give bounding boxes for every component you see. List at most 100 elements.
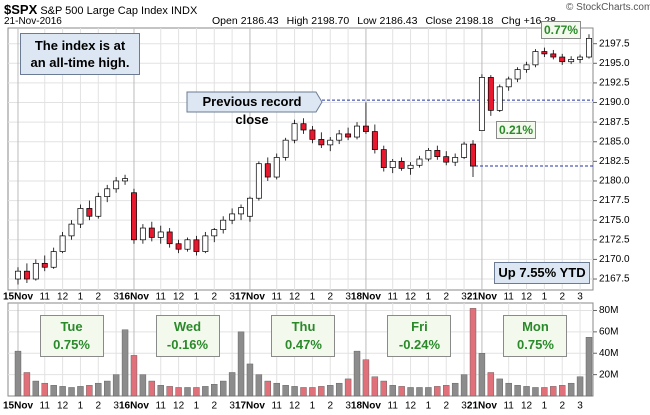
candle-body bbox=[139, 227, 146, 241]
candle-body bbox=[86, 208, 93, 217]
candle-body bbox=[184, 239, 191, 250]
candle-body bbox=[15, 270, 21, 280]
candle-body bbox=[434, 150, 441, 157]
volume-bar bbox=[228, 372, 236, 397]
day-change-box: Mon 0.75% bbox=[503, 315, 568, 357]
volume-bar bbox=[335, 382, 343, 397]
candle-body bbox=[68, 223, 75, 237]
volume-bar bbox=[362, 359, 370, 397]
y-tick-label: 60M bbox=[599, 327, 618, 338]
volume-bar bbox=[41, 382, 48, 397]
volume-bar bbox=[246, 363, 254, 397]
x-tick-label: 2 bbox=[559, 401, 565, 412]
x-tick-label: 2 bbox=[211, 401, 217, 412]
annotation-ytd: Up 7.55% YTD bbox=[494, 262, 590, 284]
x-tick-label: 3 bbox=[345, 401, 351, 412]
candle-body bbox=[452, 157, 459, 163]
y-tick-label: 2167.5 bbox=[599, 274, 630, 285]
candle-body bbox=[461, 143, 468, 158]
volume-bar bbox=[148, 380, 156, 397]
candle-body bbox=[300, 123, 307, 131]
candle-body bbox=[273, 157, 280, 178]
candle-body bbox=[148, 227, 155, 238]
volume-bar bbox=[50, 385, 57, 397]
volume-bar bbox=[166, 386, 173, 397]
x-tick-label: 3 bbox=[229, 292, 235, 303]
candle-body bbox=[50, 251, 57, 268]
candle-body bbox=[238, 207, 244, 215]
x-tick-label: 1 bbox=[310, 292, 316, 303]
x-tick-label: 3 bbox=[113, 292, 119, 303]
volume-bar bbox=[219, 380, 227, 397]
symbol-line: $SPX S&P 500 Large Cap Index INDX bbox=[4, 2, 197, 17]
candle-body bbox=[478, 77, 485, 131]
candle-body bbox=[586, 38, 592, 58]
volume-bar bbox=[344, 378, 352, 397]
candle-body bbox=[166, 231, 173, 245]
annotation-last-change: 0.77% bbox=[541, 21, 581, 39]
x-tick-label: 11 bbox=[40, 292, 51, 303]
x-tick-label: 2 bbox=[443, 292, 449, 303]
x-tick-label: 12 bbox=[405, 292, 417, 303]
x-tick-label: 12 bbox=[521, 292, 533, 303]
candle-body bbox=[104, 188, 111, 198]
x-tick-label: 2 bbox=[327, 292, 333, 303]
x-tick-label: 1 bbox=[78, 292, 84, 303]
stat-label: Chg bbox=[501, 15, 521, 27]
x-tick-label: 12 bbox=[173, 292, 185, 303]
candle-body bbox=[496, 86, 503, 111]
x-tick-label: 3 bbox=[113, 401, 119, 412]
candle-body bbox=[229, 213, 236, 221]
volume-bar bbox=[255, 374, 263, 397]
y-tick-label: 2185.0 bbox=[599, 136, 630, 147]
candle-body bbox=[541, 51, 548, 55]
day-name: Fri bbox=[411, 319, 428, 334]
credit: © StockCharts.com bbox=[566, 2, 650, 13]
candle-body bbox=[175, 243, 182, 250]
x-tick-label: 11 bbox=[156, 401, 167, 412]
candle-body bbox=[514, 69, 521, 80]
x-tick-label: 1 bbox=[542, 401, 548, 412]
day-change: -0.24% bbox=[398, 337, 441, 352]
volume-bar bbox=[184, 387, 191, 397]
volume-bar bbox=[32, 380, 40, 397]
y-tick-label: 2170.0 bbox=[599, 254, 630, 265]
index-name: S&P 500 Large Cap Index bbox=[40, 5, 168, 17]
candle-body bbox=[131, 192, 137, 241]
volume-bar bbox=[23, 372, 31, 397]
day-change-box: Wed -0.16% bbox=[155, 315, 220, 357]
x-tick-label: 18Nov bbox=[351, 292, 381, 303]
volume-bar bbox=[77, 386, 84, 397]
candle-body bbox=[122, 178, 129, 182]
volume-bar bbox=[469, 308, 477, 397]
x-tick-label: 1 bbox=[194, 292, 200, 303]
volume-bar bbox=[327, 385, 334, 397]
volume-bar bbox=[193, 387, 200, 397]
candle-body bbox=[211, 229, 218, 237]
x-tick-label: 2 bbox=[96, 401, 102, 412]
volume-bar bbox=[532, 387, 539, 397]
stat-label: High bbox=[286, 15, 309, 27]
volume-bar bbox=[541, 387, 548, 397]
x-tick-label: 1 bbox=[194, 401, 200, 412]
volume-bar bbox=[407, 387, 414, 397]
day-change-box: Tue 0.75% bbox=[39, 315, 104, 357]
x-tick-label: 11 bbox=[503, 292, 514, 303]
volume-bar bbox=[318, 386, 325, 397]
x-tick-label: 11 bbox=[40, 401, 51, 412]
x-tick-label: 12 bbox=[289, 292, 301, 303]
candle-body bbox=[532, 51, 539, 66]
x-tick-label: 11 bbox=[503, 401, 514, 412]
volume-bar bbox=[104, 380, 111, 397]
volume-bar bbox=[282, 385, 289, 397]
annotation-open-change: 0.21% bbox=[496, 121, 536, 139]
volume-bar bbox=[380, 380, 387, 397]
x-tick-label: 12 bbox=[289, 401, 301, 412]
candle-body bbox=[380, 149, 387, 168]
volume-bar bbox=[273, 382, 280, 397]
volume-bar bbox=[523, 386, 530, 397]
x-tick-label: 11 bbox=[156, 292, 167, 303]
x-tick-label: 11 bbox=[272, 401, 283, 412]
y-tick-label: 2175.0 bbox=[599, 215, 630, 226]
